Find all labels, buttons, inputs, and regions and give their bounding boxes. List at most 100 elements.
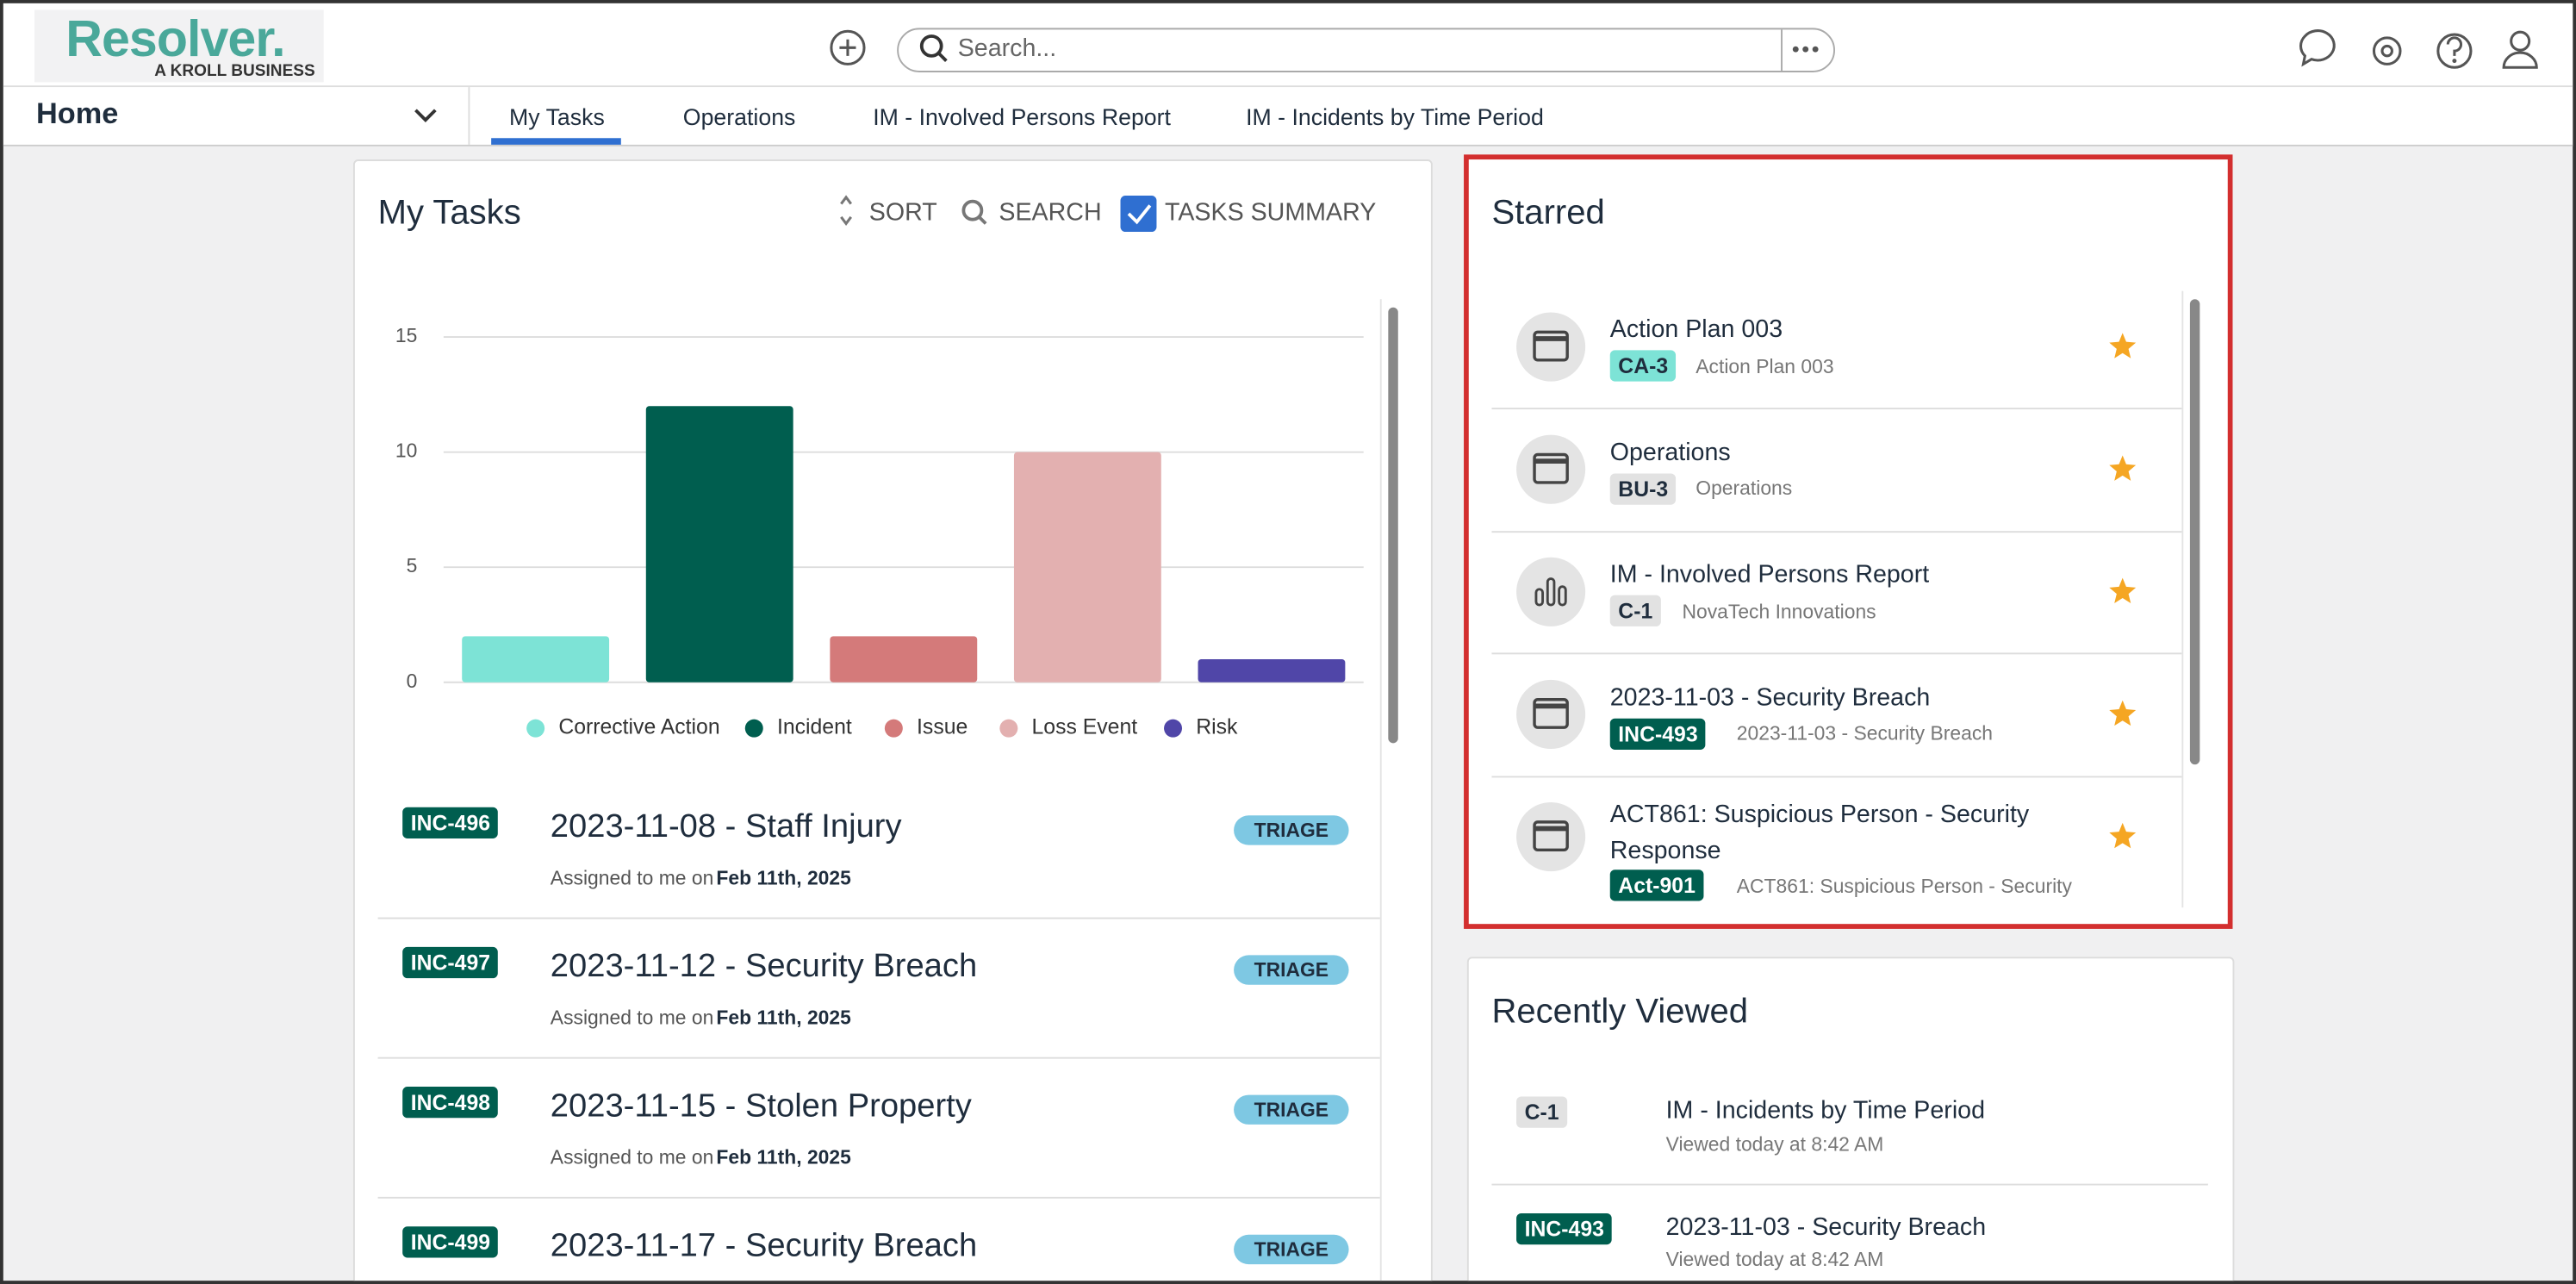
user-icon-head[interactable] (2510, 30, 2531, 52)
search-icon (919, 34, 943, 58)
status-pill: TRIAGE (1234, 1234, 1349, 1265)
task-title[interactable]: 2023-11-17 - Security Breach (550, 1228, 978, 1265)
starred-subtitle: ACT861: Suspicious Person - Security (1736, 874, 2072, 898)
starred-title[interactable]: Operations (1609, 438, 1731, 466)
record-icon (1533, 452, 1569, 484)
starred-title[interactable]: Action Plan 003 (1609, 315, 1783, 344)
task-control[interactable]: SORT (868, 198, 937, 228)
star-toggle[interactable] (2109, 333, 2137, 358)
recent-title[interactable]: 2023-11-03 - Security Breach (1665, 1212, 1987, 1241)
y-tick-label: 0 (407, 670, 418, 692)
record-icon (1534, 588, 1545, 607)
status-pill: TRIAGE (1234, 815, 1349, 845)
legend-swatch (744, 719, 763, 738)
nav-tab[interactable]: IM - Incidents by Time Period (1246, 103, 1544, 129)
status-pill: TRIAGE (1234, 1094, 1349, 1125)
legend-swatch (526, 719, 545, 738)
starred-title[interactable]: 2023-11-03 - Security Breach (1609, 683, 1931, 712)
task-id-badge[interactable]: INC-499 (402, 1226, 499, 1258)
legend-swatch (999, 719, 1018, 738)
sort-icon[interactable] (840, 195, 852, 227)
recent-viewed: Viewed today at 8:42 AM (1665, 1132, 1884, 1156)
row-divider (377, 1056, 1380, 1059)
add-icon[interactable] (830, 29, 866, 65)
search-task-icon[interactable] (961, 199, 984, 221)
task-id-badge[interactable]: INC-498 (402, 1087, 499, 1119)
task-date: Feb 11th, 2025 (716, 1006, 851, 1029)
star-toggle[interactable] (2109, 577, 2137, 603)
search-box[interactable] (897, 28, 1836, 72)
star-toggle[interactable] (2109, 455, 2137, 481)
y-tick-label: 10 (395, 439, 417, 462)
record-badge: CA-3 (1609, 350, 1677, 382)
nav-tab[interactable]: Operations (682, 103, 796, 129)
row-divider (377, 917, 1380, 919)
search-divider (1781, 29, 1783, 72)
search-placeholder[interactable]: Search... (957, 34, 1057, 63)
search-icon-handle (936, 51, 948, 62)
record-badge: C-1 (1516, 1096, 1568, 1128)
active-tab-underline (491, 138, 621, 145)
star-toggle[interactable] (2109, 822, 2137, 849)
home-chevron[interactable] (414, 109, 437, 122)
more-dot (1802, 46, 1809, 53)
scrollbar[interactable] (1388, 307, 1398, 744)
help-icon-dot (2452, 59, 2457, 64)
logo-subtitle: A KROLL BUSINESS (154, 62, 315, 81)
record-icon (1546, 577, 1556, 607)
y-tick-label: 15 (395, 324, 417, 346)
record-badge: INC-493 (1516, 1212, 1613, 1244)
chat-icon[interactable] (2299, 29, 2336, 67)
help-icon-mark (2446, 36, 2463, 56)
icon-layer (414, 29, 2538, 872)
more-dot[interactable] (1792, 46, 1799, 53)
starred-subtitle: Operations (1696, 477, 1793, 501)
starred-title[interactable]: IM - Involved Persons Report (1609, 560, 1930, 589)
home-title[interactable]: Home (35, 97, 119, 131)
star-toggle[interactable] (2109, 700, 2137, 726)
panel-title: Recently Viewed (1491, 994, 1749, 1032)
bar (462, 636, 610, 683)
starred-subtitle: NovaTech Innovations (1682, 599, 1876, 623)
record-icon-bg (1516, 557, 1586, 626)
task-id-badge[interactable]: INC-497 (402, 946, 499, 979)
task-title[interactable]: 2023-11-12 - Security Breach (550, 948, 978, 985)
record-icon-bg (1516, 434, 1586, 504)
starred-subtitle: 2023-11-03 - Security Breach (1736, 722, 1993, 745)
settings-icon-center (2380, 44, 2393, 58)
status-pill: TRIAGE (1234, 955, 1349, 985)
starred-panel (1464, 154, 2233, 929)
record-icon-bg (1516, 312, 1586, 382)
task-title[interactable]: 2023-11-08 - Staff Injury (550, 808, 902, 845)
task-control[interactable]: TASKS SUMMARY (1164, 198, 1377, 228)
record-badge: INC-493 (1609, 717, 1707, 750)
record-icon-bg (1516, 802, 1586, 872)
record-icon (1533, 330, 1569, 362)
help-icon[interactable] (2436, 33, 2473, 69)
user-icon-body (2502, 51, 2538, 69)
starred-subtitle: Action Plan 003 (1696, 354, 1834, 378)
starred-title[interactable]: ACT861: Suspicious Person - Security Res… (1609, 801, 2030, 865)
scrollbar[interactable] (2189, 299, 2200, 765)
bar (645, 406, 793, 683)
legend-swatch (884, 719, 903, 738)
task-assigned: Assigned to me on (550, 1006, 714, 1029)
scroll-track (2181, 290, 2184, 908)
task-control[interactable]: SEARCH (999, 198, 1102, 228)
row-divider (1491, 530, 2182, 533)
task-title[interactable]: 2023-11-15 - Stolen Property (550, 1088, 972, 1125)
settings-icon[interactable] (2372, 36, 2402, 65)
y-tick-label: 5 (407, 554, 418, 577)
bar (1198, 659, 1346, 683)
recent-title[interactable]: IM - Incidents by Time Period (1665, 1096, 1986, 1125)
recent-viewed: Viewed today at 8:42 AM (1665, 1248, 1884, 1272)
logo-box[interactable] (34, 9, 324, 83)
task-id-badge[interactable]: INC-496 (402, 807, 499, 838)
row-divider (1491, 775, 2182, 777)
tasks-summary-checkbox[interactable] (1120, 196, 1157, 232)
nav-tab[interactable]: IM - Involved Persons Report (873, 103, 1171, 129)
logo[interactable]: Resolver. (65, 10, 285, 68)
nav-tab[interactable]: My Tasks (509, 103, 605, 129)
task-assigned: Assigned to me on (550, 866, 714, 889)
